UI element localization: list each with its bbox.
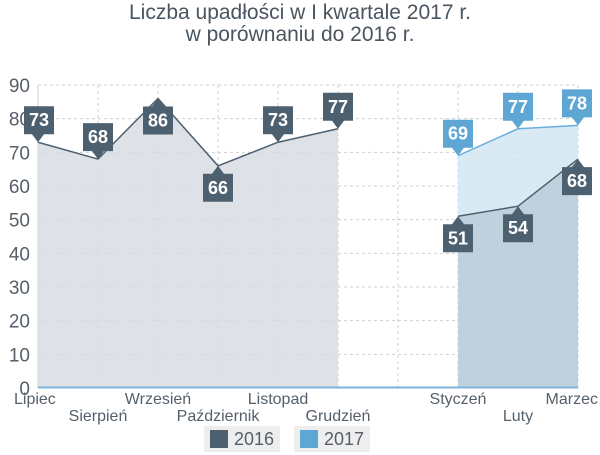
data-label-2016: 77 <box>323 92 353 129</box>
data-label-2017-box <box>443 119 473 156</box>
data-label-2016-box <box>24 106 54 143</box>
legend-label-2017: 2017 <box>324 428 365 449</box>
data-label-2017-box <box>503 92 533 129</box>
data-label-2017-text: 78 <box>567 93 587 113</box>
data-label-2016: 66 <box>203 165 233 202</box>
x-tick-label: Styczeń <box>430 391 487 408</box>
x-tick-label: Luty <box>503 408 533 425</box>
y-tick-label: 40 <box>9 244 30 265</box>
data-label-2016-box <box>562 159 592 196</box>
data-label-2016-text: 51 <box>448 228 468 248</box>
chart-title: Liczba upadłości w I kwartale 2017 r. w … <box>0 2 600 46</box>
legend-swatch-2016 <box>210 430 228 448</box>
data-label-2017-box <box>562 89 592 126</box>
data-label-2016-box <box>143 98 173 135</box>
legend-item-2016[interactable]: 2016 <box>204 426 280 452</box>
data-label-2016: 68 <box>562 159 592 196</box>
y-tick-label: 0 <box>19 379 30 400</box>
data-label-2016-text: 68 <box>88 127 108 147</box>
data-label-2016: 54 <box>503 206 533 243</box>
data-label-2016: 68 <box>83 123 113 160</box>
y-tick-label: 30 <box>9 278 30 299</box>
data-label-2016-box <box>263 106 293 143</box>
y-tick-label: 20 <box>9 312 30 333</box>
data-label-2016-text: 77 <box>328 97 348 117</box>
legend-label-2016: 2016 <box>234 428 275 449</box>
chart-title-line-1: Liczba upadłości w I kwartale 2017 r. <box>128 1 472 24</box>
x-tick-label: Sierpień <box>69 408 128 425</box>
data-label-2016-text: 66 <box>208 178 228 198</box>
x-tick-label: Wrzesień <box>125 391 191 408</box>
chart-title-line-2: w porównaniu do 2016 r. <box>185 23 415 46</box>
data-label-2016: 73 <box>263 106 293 143</box>
data-label-2016-text: 68 <box>567 171 587 191</box>
legend-item-2017[interactable]: 2017 <box>294 426 370 452</box>
x-tick-label: Październik <box>177 408 261 425</box>
data-label-2017: 69 <box>443 119 473 156</box>
data-label-2016-box <box>503 206 533 243</box>
data-label-2016: 73 <box>24 106 54 143</box>
data-label-2016: 86 <box>143 98 173 135</box>
data-label-2016-box <box>443 216 473 253</box>
data-label-2017: 78 <box>562 89 592 126</box>
data-label-2017-text: 77 <box>508 97 528 117</box>
data-label-2016: 51 <box>443 216 473 253</box>
series-2016-area <box>38 98 338 388</box>
x-tick-label: Grudzień <box>306 408 371 425</box>
data-label-2016-box <box>83 123 113 160</box>
x-tick-label: Marzec <box>546 391 598 408</box>
data-label-2016-box <box>323 92 353 129</box>
y-tick-label: 70 <box>9 143 30 164</box>
series-2017-line <box>457 124 579 157</box>
y-tick-label: 60 <box>9 177 30 198</box>
data-label-2017-text: 69 <box>448 124 468 144</box>
data-label-2016-text: 86 <box>148 110 168 130</box>
series-2016-line <box>37 97 339 167</box>
data-label-2016-text: 73 <box>29 110 49 130</box>
data-label-2017: 77 <box>503 92 533 129</box>
chart-legend: 2016 2017 <box>0 426 600 452</box>
data-label-2016-text: 54 <box>508 218 528 238</box>
y-tick-label: 10 <box>9 345 30 366</box>
x-tick-label: Lipiec <box>14 391 56 408</box>
data-label-2016-box <box>203 165 233 202</box>
legend-swatch-2017 <box>300 430 318 448</box>
x-tick-label: Listopad <box>248 391 309 408</box>
data-label-2016-text: 73 <box>268 110 288 130</box>
series-2016-area <box>458 159 578 388</box>
y-tick-label: 50 <box>9 211 30 232</box>
y-tick-label: 90 <box>9 76 30 97</box>
